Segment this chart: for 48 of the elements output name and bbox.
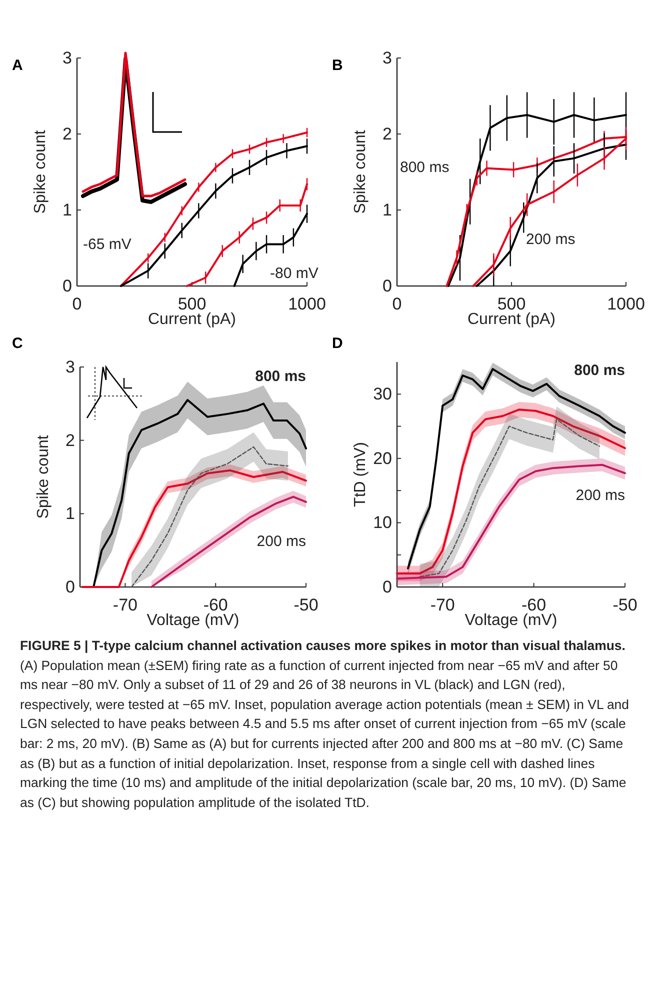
y-tick-label: 0 [62, 276, 72, 296]
chart-title: A [12, 57, 23, 74]
y-tick-label: 2 [62, 124, 72, 144]
y-axis-title: Spike count [32, 130, 49, 214]
chart-title: C [12, 335, 23, 352]
y-tick-label: 3 [66, 357, 75, 376]
x-axis-title: Current (pA) [467, 311, 556, 328]
x-axis-title: Voltage (mV) [146, 612, 240, 629]
chart-title: D [332, 335, 343, 352]
x-axis-title: Voltage (mV) [464, 612, 558, 629]
y-tick-label: 1 [382, 200, 392, 220]
annotation: 200 ms [526, 231, 576, 248]
y-tick-label: 2 [66, 430, 75, 450]
y-tick-label: 2 [382, 124, 392, 144]
y-axis-title: TtD (mV) [352, 442, 369, 507]
x-tick-label: -60 [522, 595, 546, 614]
y-tick-label: 1 [62, 200, 72, 220]
chart-title: B [332, 57, 343, 74]
x-tick-label: 1000 [288, 294, 326, 314]
annotation: -80 mV [270, 265, 318, 282]
y-tick-label: 0 [382, 577, 392, 596]
x-tick-label: -60 [203, 595, 228, 614]
y-tick-label: 1 [66, 504, 75, 524]
x-tick-label: 1000 [607, 294, 645, 314]
x-tick-label: -70 [112, 595, 138, 614]
y-tick-label: 3 [382, 48, 392, 68]
x-tick-label: 500 [178, 294, 206, 314]
annotation: 800 ms [574, 362, 625, 379]
y-tick-label: 10 [373, 513, 392, 532]
y-tick-label: 30 [373, 384, 392, 404]
y-axis-title: Spike count [352, 130, 369, 214]
x-axis-title: Current (pA) [148, 311, 236, 328]
y-tick-label: 0 [66, 577, 75, 596]
x-tick-label: 500 [497, 294, 526, 314]
y-tick-label: 0 [382, 276, 392, 296]
annotation: -65 mV [83, 236, 132, 253]
annotation: 200 ms [576, 487, 625, 504]
annotation: 800 ms [400, 159, 450, 176]
annotation: 200 ms [256, 533, 306, 550]
y-tick-label: 3 [62, 48, 72, 68]
x-tick-label: -50 [612, 595, 638, 614]
y-axis-title: Spike count [35, 434, 52, 519]
y-tick-label: 20 [373, 448, 392, 468]
text: (A) Population mean (±SEM) firing rate as a function of current injected from near −65 mV and after 50 ms near −80 mV. Only a subset of 11 of 29 and 26 of 38 neurons in VL (black) and LGN (red), respectively, were tested at −65 mV. Inset, population average action potentials (mean ± SEM) in VL and LGN selected to have peaks between 4.5 and 5.5 ms after onset of current injection from −65 mV (scale bar: 2 ms, 20 mV). (B) Same as (A) but for currents injected after 200 and 800 ms at −80 mV. (C) Same as (B) but as a function of initial depolarization. Inset, response from a single cell with dashed lines marking the time (10 ms) and amplitude of the initial depolarization (scale bar, 20 ms, 10 mV). (D) Same as (C) but showing population amplitude of the isolated TtD. [20, 658, 629, 810]
annotation: 800 ms [255, 368, 306, 385]
text: FIGURE 5 | T-type calcium channel activation causes more spikes in motor than visual thalamus. [20, 638, 626, 653]
x-tick-label: -70 [430, 595, 455, 614]
x-tick-label: -50 [294, 595, 318, 614]
